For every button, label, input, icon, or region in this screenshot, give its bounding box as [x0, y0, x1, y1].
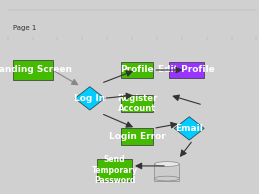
Text: Page 1: Page 1 — [13, 25, 36, 31]
FancyBboxPatch shape — [121, 95, 153, 112]
FancyBboxPatch shape — [13, 60, 53, 80]
Polygon shape — [75, 87, 105, 110]
Text: Log In: Log In — [74, 94, 105, 103]
Ellipse shape — [154, 162, 179, 166]
Polygon shape — [174, 117, 204, 140]
Text: Landing Screen: Landing Screen — [0, 66, 72, 74]
Text: Email: Email — [175, 124, 203, 133]
FancyBboxPatch shape — [121, 62, 153, 78]
Text: Register
Account: Register Account — [117, 94, 157, 113]
Text: Profile: Profile — [120, 66, 154, 74]
Text: Send
Temporary
Password: Send Temporary Password — [92, 155, 138, 185]
FancyBboxPatch shape — [97, 159, 132, 181]
FancyBboxPatch shape — [169, 62, 204, 78]
Text: Edit Profile: Edit Profile — [159, 66, 215, 74]
Text: Login Error: Login Error — [109, 132, 166, 141]
Bar — [154, 164, 179, 181]
FancyBboxPatch shape — [121, 128, 153, 145]
Ellipse shape — [154, 176, 179, 181]
